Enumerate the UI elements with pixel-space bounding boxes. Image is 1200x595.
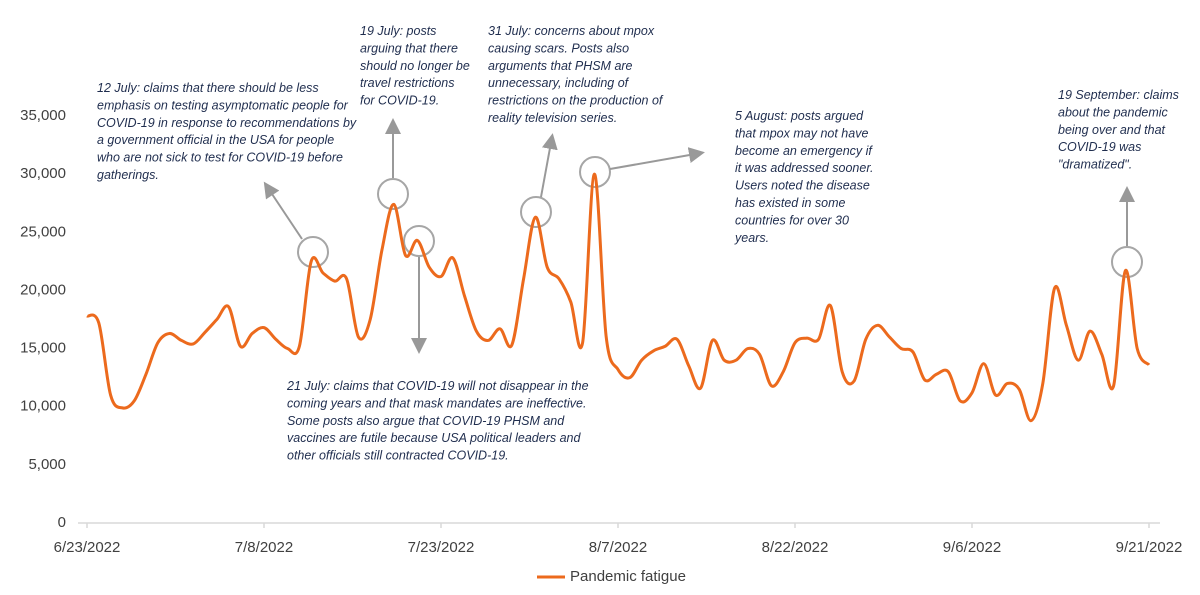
annotation-line: emphasis on testing asymptomatic people … <box>97 98 349 112</box>
annotation-line: gatherings. <box>97 168 159 182</box>
callout-circle <box>377 178 409 210</box>
annotation-line: who are not sick to test for COVID-19 be… <box>97 151 343 165</box>
annotation-line: other officials still contracted COVID-1… <box>287 449 509 463</box>
y-tick-label: 0 <box>58 514 66 531</box>
annotation-line: arguing that there <box>360 41 458 55</box>
x-tick-label: 6/23/2022 <box>54 539 121 556</box>
annotation-line: COVID-19 in response to recommendations … <box>97 116 357 130</box>
x-tick-label: 8/22/2022 <box>762 539 829 556</box>
y-tick-label: 25,000 <box>20 223 66 240</box>
x-tick-label: 7/8/2022 <box>235 539 293 556</box>
y-tick-label: 10,000 <box>20 398 66 415</box>
legend-label: Pandemic fatigue <box>570 568 686 585</box>
callout-arrow <box>540 133 558 198</box>
annotation: 21 July: claims that COVID-19 will not d… <box>286 379 589 463</box>
annotation-line: causing scars. Posts also <box>488 41 629 55</box>
annotation: 5 August: posts argued that mpox may not … <box>734 109 874 245</box>
annotation-line: 31 July: concerns about mpox <box>488 24 655 38</box>
annotation-line: being over and that <box>1058 123 1166 137</box>
annotation-line: 5 August: posts argued <box>735 109 864 123</box>
annotation-line: reality television series. <box>488 111 617 125</box>
annotation-line: 19 September: claims <box>1058 88 1179 102</box>
annotation: 19 September: claims about the pandemic be… <box>1058 88 1179 172</box>
annotation-line: vaccines are futile because USA politica… <box>287 431 581 445</box>
annotation: 12 July: claims that there should be les… <box>97 81 357 182</box>
data-line <box>86 172 1151 423</box>
annotation-line: has existed in some <box>735 196 846 210</box>
annotation-line: Users noted the disease <box>735 179 870 193</box>
y-tick-label: 35,000 <box>20 107 66 124</box>
y-tick-label: 20,000 <box>20 281 66 298</box>
annotation-line: it was addressed sooner. <box>735 161 874 175</box>
annotation-line: arguments that PHSM are <box>488 59 633 73</box>
annotation-line: "dramatized". <box>1058 158 1132 172</box>
callout-circle <box>297 236 329 268</box>
annotation: 19 July: posts arguing that there should n… <box>360 24 470 108</box>
x-tick-label: 9/21/2022 <box>1116 539 1183 556</box>
y-tick-label: 30,000 <box>20 165 66 182</box>
annotation-line: countries for over 30 <box>735 213 849 227</box>
annotation-line: a government official in the USA for peo… <box>97 133 334 147</box>
annotation: 31 July: concerns about mpox causing scar… <box>488 24 664 125</box>
annotation-line: 19 July: posts <box>360 24 436 38</box>
annotation-line: restrictions on the production of <box>488 94 664 108</box>
annotation-line: become an emergency if <box>735 144 873 158</box>
annotation-line: about the pandemic <box>1058 105 1169 119</box>
callout-circle <box>579 156 611 188</box>
annotation-line: COVID-19 was <box>1058 140 1141 154</box>
callout-circle <box>520 196 552 228</box>
x-tick-label: 7/23/2022 <box>408 539 475 556</box>
y-tick-label: 15,000 <box>20 340 66 357</box>
callout-arrow <box>609 147 705 170</box>
annotation-line: 12 July: claims that there should be les… <box>97 81 319 95</box>
annotation-line: should no longer be <box>360 59 470 73</box>
x-tick-label: 8/7/2022 <box>589 539 647 556</box>
annotation-line: unnecessary, including of <box>488 76 630 90</box>
callout-arrow <box>263 181 303 240</box>
annotation-line: 21 July: claims that COVID-19 will not d… <box>286 379 589 393</box>
callout-circle <box>403 225 435 257</box>
annotation-line: for COVID-19. <box>360 94 439 108</box>
annotation-line: Some posts also argue that COVID-19 PHSM… <box>287 414 565 428</box>
annotation-line: years. <box>734 231 769 245</box>
annotation-line: travel restrictions <box>360 76 454 90</box>
annotation-line: coming years and that mask mandates are … <box>287 396 586 410</box>
y-tick-label: 5,000 <box>28 456 66 473</box>
x-tick-label: 9/6/2022 <box>943 539 1001 556</box>
callouts <box>263 118 1143 354</box>
annotation-line: that mpox may not have <box>735 126 868 140</box>
